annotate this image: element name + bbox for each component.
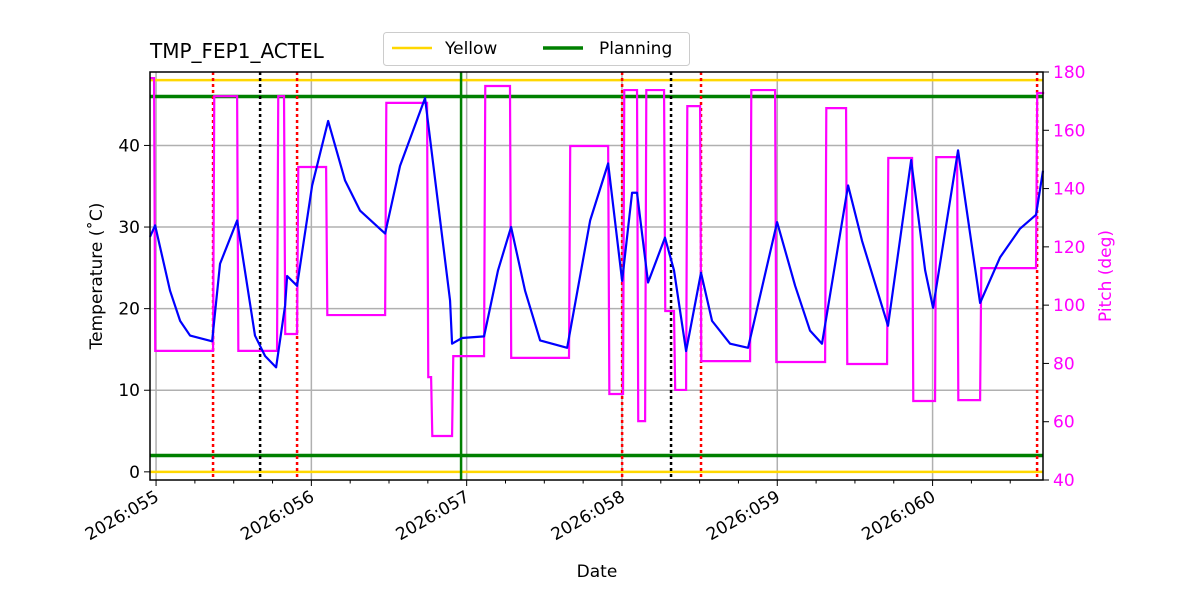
y2-tick-label: 80 <box>1053 354 1075 374</box>
pitch-line <box>150 77 1045 438</box>
legend-label-planning: Planning <box>599 39 672 59</box>
legend: Yellow Planning <box>383 32 690 66</box>
y2-tick-label: 120 <box>1053 238 1085 258</box>
y-tick-label: 20 <box>118 300 140 320</box>
y2-tick-label: 60 <box>1053 413 1075 433</box>
plot-frame <box>149 71 1044 481</box>
x-axis-label: Date <box>577 562 618 582</box>
limit-lines <box>150 78 1043 474</box>
y2-tick-label: 180 <box>1053 63 1085 83</box>
legend-box <box>383 32 690 66</box>
y-axis-label: Temperature (˚C) <box>86 203 107 351</box>
y2-tick-label: 100 <box>1053 296 1085 316</box>
y2-tick-label: 40 <box>1053 471 1075 491</box>
y-tick-label: 30 <box>118 218 140 238</box>
chart-title: TMP_FEP1_ACTEL <box>149 39 325 63</box>
series <box>148 77 1045 438</box>
y2-axis-label: Pitch (deg) <box>1096 230 1116 322</box>
y2-tick-label: 140 <box>1053 180 1085 200</box>
temperature-line <box>148 97 1045 369</box>
y2-tick-label: 160 <box>1053 121 1085 141</box>
legend-label-yellow: Yellow <box>444 39 497 59</box>
y-tick-label: 10 <box>118 381 140 401</box>
y-tick-label: 0 <box>129 463 140 483</box>
y-tick-label: 40 <box>118 136 140 156</box>
